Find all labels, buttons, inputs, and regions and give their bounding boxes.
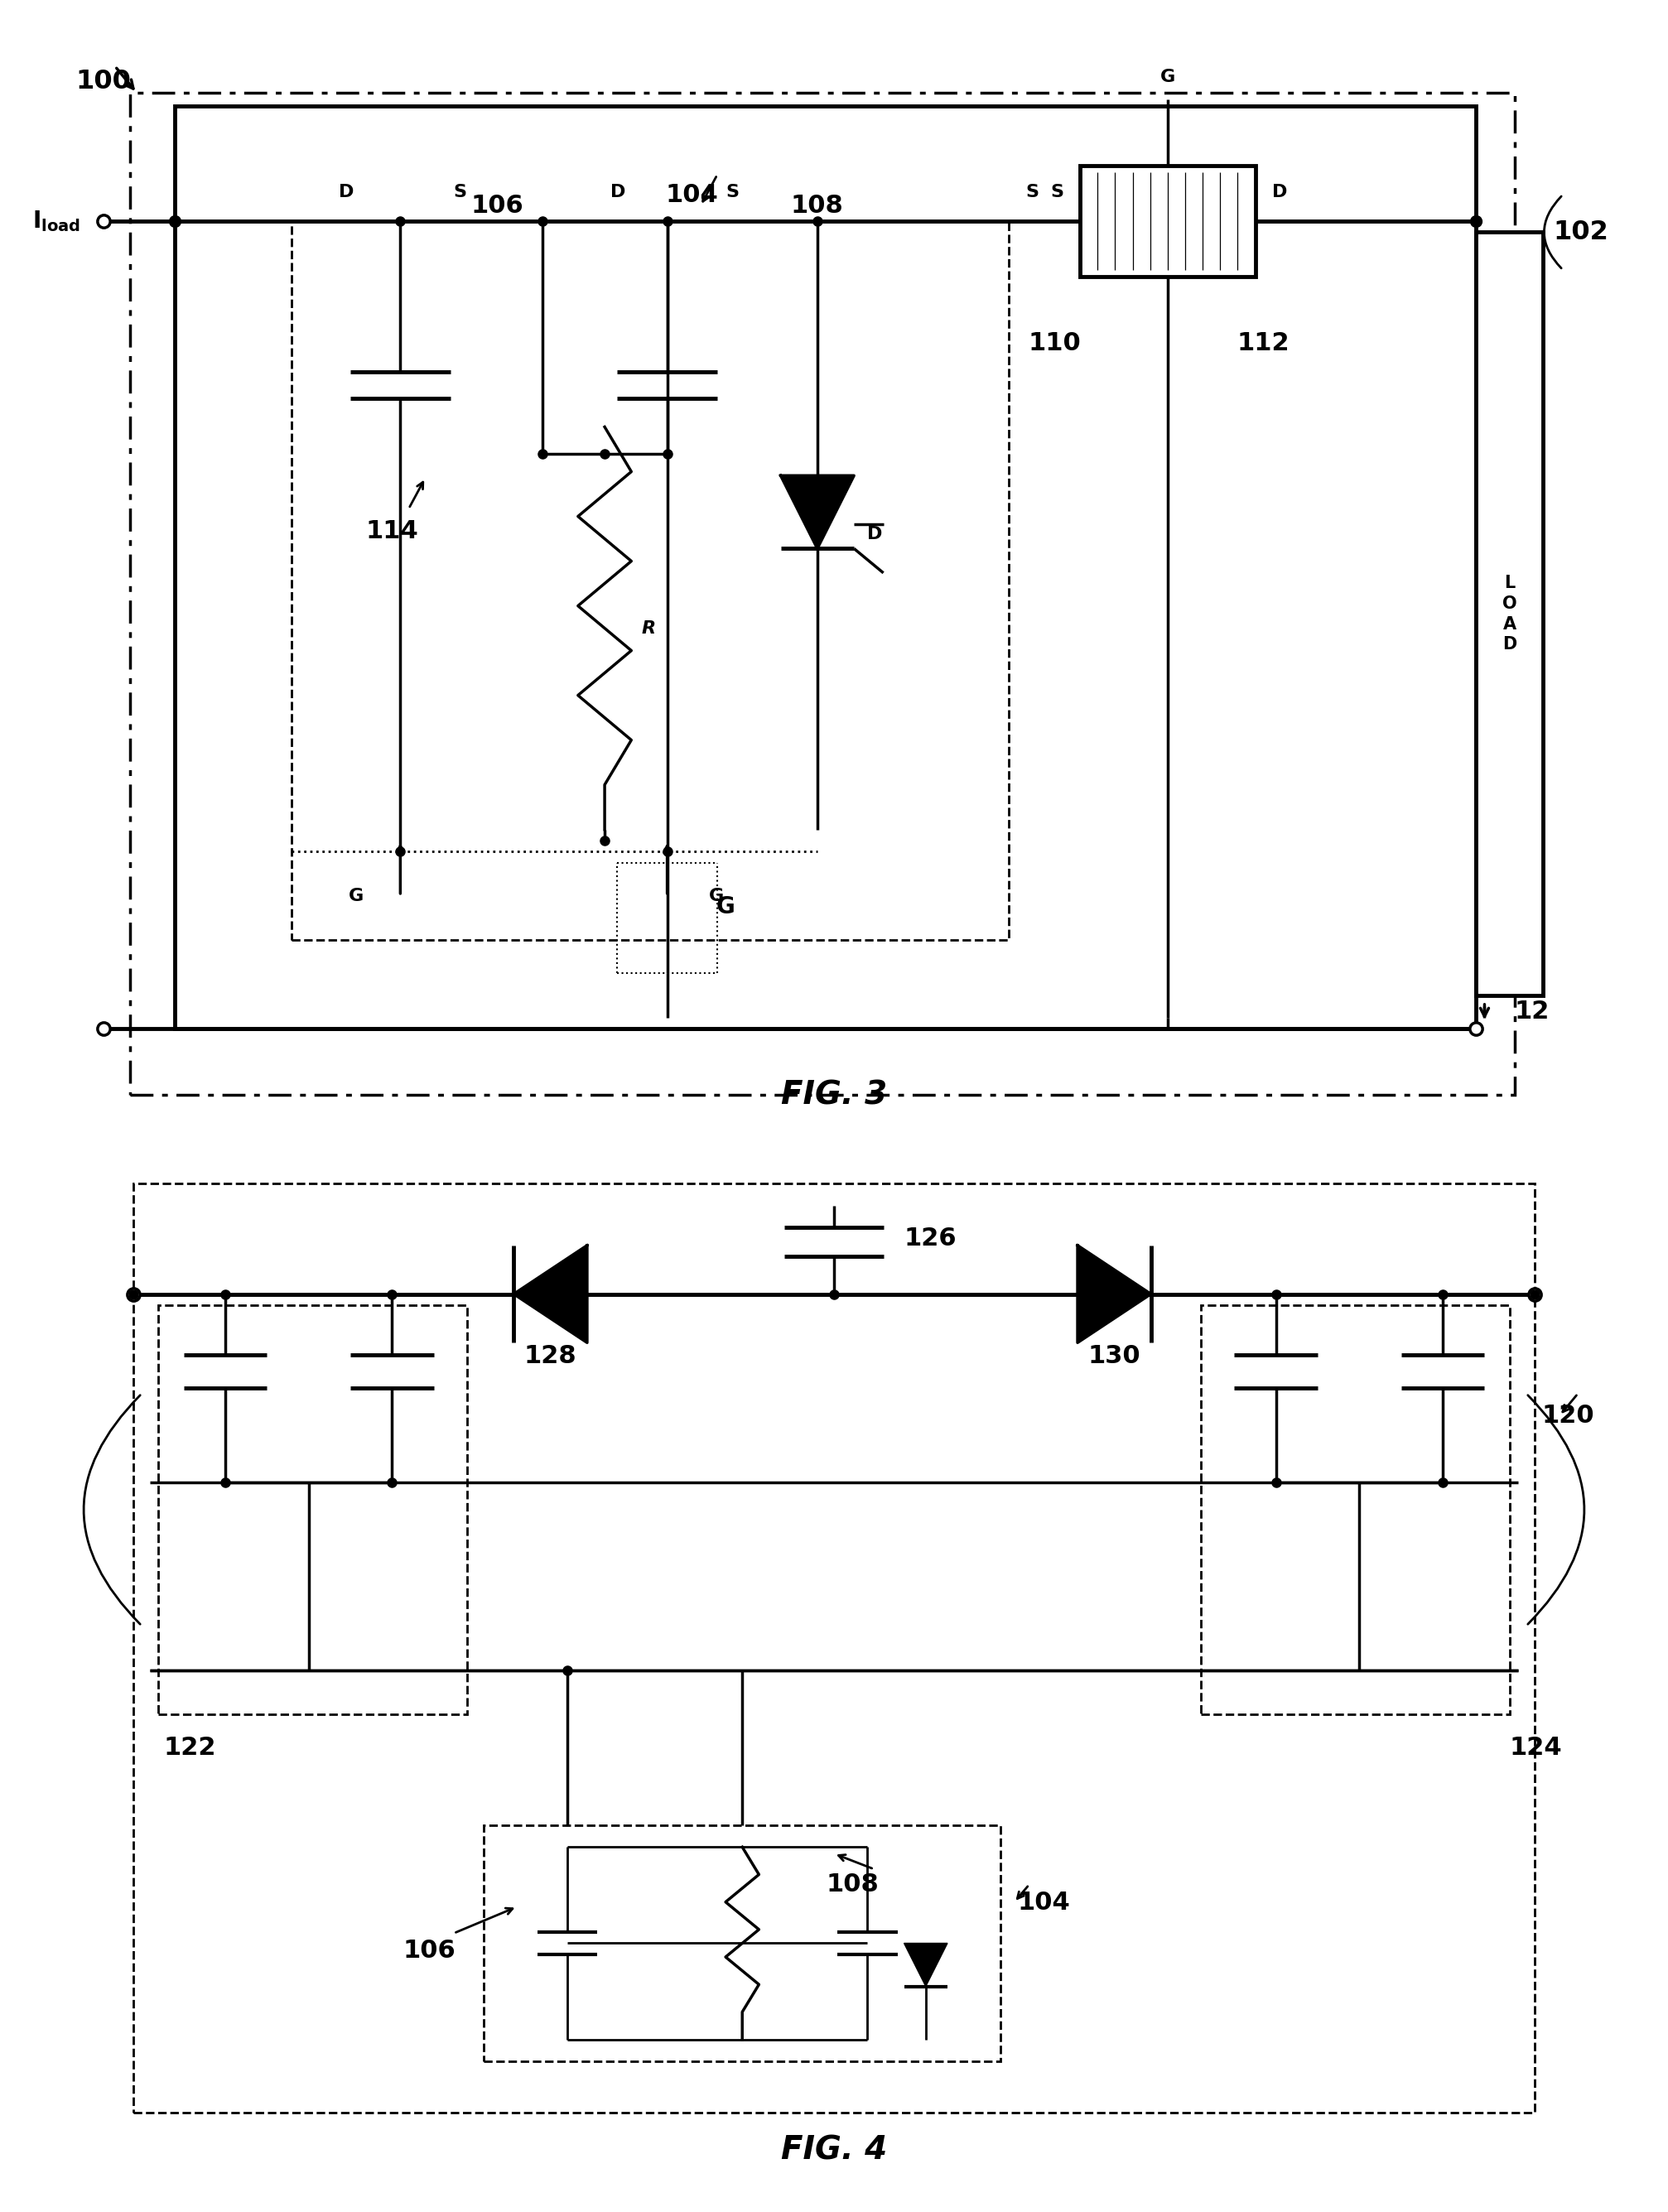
Text: G: G (716, 896, 736, 918)
Text: 114: 114 (365, 520, 419, 542)
Text: FIG. 4: FIG. 4 (781, 2135, 887, 2166)
Text: FIG. 3: FIG. 3 (781, 1079, 887, 1110)
Text: L
O
A
D: L O A D (1503, 575, 1516, 653)
Text: G: G (709, 887, 724, 905)
Polygon shape (514, 1245, 587, 1343)
Bar (484, 1825, 1001, 2062)
Polygon shape (904, 1942, 947, 1986)
Bar (292, 221, 1009, 940)
Text: 104: 104 (666, 184, 719, 206)
Text: 100: 100 (75, 69, 132, 95)
Text: D: D (1271, 184, 1288, 201)
Text: 122: 122 (163, 1736, 217, 1759)
Text: $\mathbf{I_{load}}$: $\mathbf{I_{load}}$ (32, 208, 80, 234)
Text: 106: 106 (402, 1940, 455, 1962)
Text: S: S (454, 184, 467, 201)
Text: S: S (1051, 184, 1064, 201)
Text: 104: 104 (1017, 1891, 1071, 1913)
Text: 106: 106 (470, 195, 524, 217)
Text: D: D (339, 184, 354, 201)
Polygon shape (1078, 1245, 1151, 1343)
Text: 112: 112 (1238, 332, 1289, 354)
Text: 120: 120 (1541, 1405, 1595, 1427)
Text: 130: 130 (1088, 1345, 1141, 1367)
Text: D: D (867, 526, 882, 542)
Bar (133, 1183, 1535, 2112)
Polygon shape (781, 476, 854, 549)
Text: 110: 110 (1029, 332, 1081, 354)
Text: 108: 108 (791, 195, 844, 217)
Text: 126: 126 (904, 1228, 957, 1250)
Text: S: S (1026, 184, 1039, 201)
Text: R: R (642, 619, 656, 637)
Text: 124: 124 (1510, 1736, 1563, 1759)
Text: 12: 12 (1515, 1000, 1550, 1024)
Bar (175, 106, 1476, 1029)
Text: 108: 108 (826, 1874, 879, 1896)
Text: 102: 102 (1553, 219, 1610, 246)
Text: D: D (610, 184, 626, 201)
Bar (1201, 1305, 1510, 1714)
Text: 128: 128 (524, 1345, 577, 1367)
Text: S: S (726, 184, 739, 201)
Bar (1476, 232, 1543, 995)
Bar (1079, 166, 1254, 276)
Text: G: G (349, 887, 364, 905)
Bar (158, 1305, 467, 1714)
Text: G: G (1159, 69, 1176, 86)
